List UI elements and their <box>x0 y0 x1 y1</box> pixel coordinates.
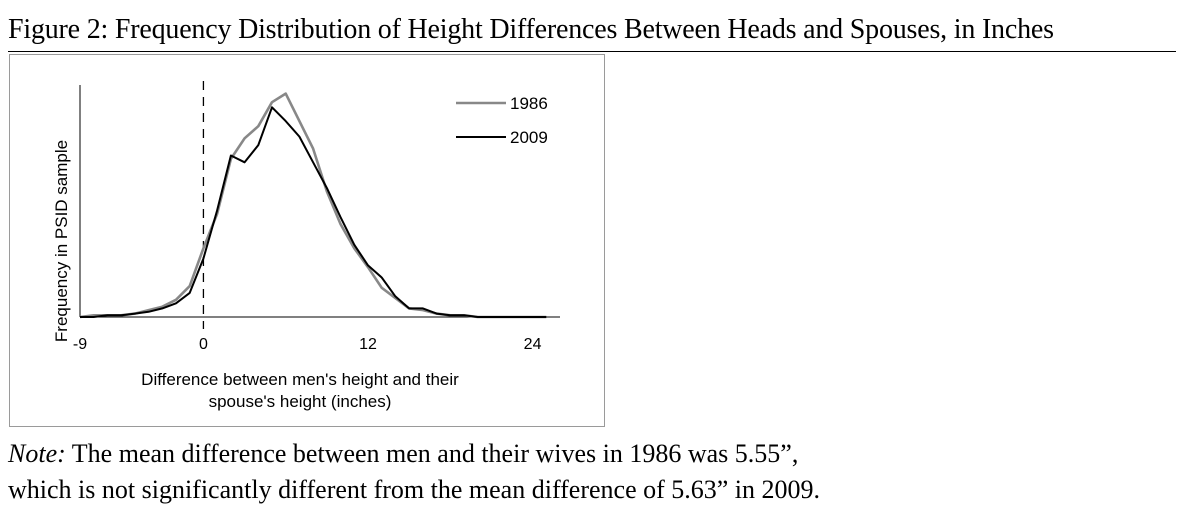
axis-labels: Difference between men's height and thei… <box>52 140 459 411</box>
line-chart: -9 0 12 24 1986 2009 Difference between men'… <box>52 81 560 411</box>
legend-label-2009: 2009 <box>510 128 548 147</box>
series-lines <box>79 92 547 319</box>
figure-note: Note: The mean difference between men an… <box>8 436 820 508</box>
x-tick-labels: -9 0 12 24 <box>73 336 542 353</box>
series-line-2009 <box>80 106 547 318</box>
legend: 1986 2009 <box>456 94 548 147</box>
x-tick-label: 12 <box>359 336 377 353</box>
x-tick-label: -9 <box>73 336 87 353</box>
x-axis-title-line: spouse's height (inches) <box>209 392 392 411</box>
note-line-1: The mean difference between men and thei… <box>71 439 799 468</box>
x-tick-label: 24 <box>524 336 542 353</box>
figure-title: Figure 2: Frequency Distribution of Heig… <box>8 14 1054 45</box>
title-rule <box>8 51 1176 52</box>
legend-label-1986: 1986 <box>510 94 548 113</box>
note-line-2: which is not significantly different fro… <box>8 475 821 504</box>
note-lead: Note: <box>8 439 66 468</box>
x-axis-title-line: Difference between men's height and thei… <box>141 370 459 389</box>
chart-axes <box>79 85 560 318</box>
chart-panel: -9 0 12 24 1986 2009 Difference between men'… <box>9 54 605 427</box>
y-axis-title: Frequency in PSID sample <box>52 140 71 342</box>
x-tick-label: 0 <box>199 336 208 353</box>
series-line-1986 <box>79 92 547 319</box>
